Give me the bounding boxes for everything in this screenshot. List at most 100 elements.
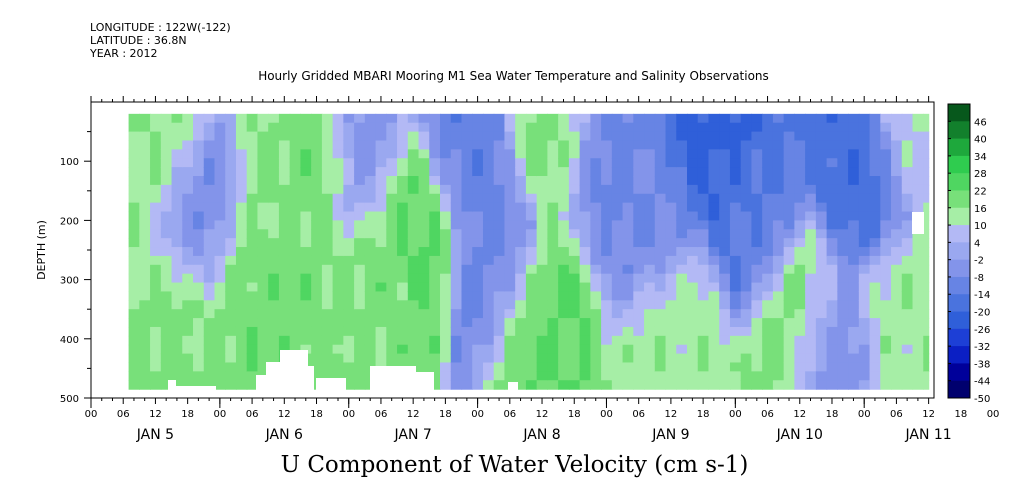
- heat-cell: [601, 371, 613, 381]
- heat-cell: [654, 131, 667, 142]
- heat-cell: [171, 291, 183, 301]
- heat-cell: [558, 184, 570, 195]
- heat-cell: [751, 273, 763, 284]
- heat-cell: [504, 255, 516, 266]
- heat-cell: [676, 291, 688, 301]
- heat-cell: [397, 140, 409, 150]
- heat-cell: [676, 140, 688, 150]
- heat-cell: [590, 291, 602, 301]
- heat-cell: [246, 220, 259, 230]
- heat-cell: [482, 309, 495, 319]
- heat-cell: [150, 220, 162, 230]
- heat-cell: [665, 247, 677, 257]
- heat-cell: [654, 220, 667, 230]
- heat-cell: [461, 131, 473, 142]
- heat-cell: [826, 193, 838, 204]
- heat-cell: [407, 264, 420, 275]
- heat-cell: [687, 184, 699, 195]
- heat-cell: [880, 326, 892, 337]
- heat-cell: [472, 247, 484, 257]
- x-hour-label: 00: [600, 409, 613, 420]
- heat-cell: [654, 229, 667, 239]
- heat-cell: [568, 300, 581, 310]
- heat-cell: [225, 282, 237, 293]
- heat-cell: [783, 122, 795, 133]
- heat-cell: [805, 202, 817, 213]
- heat-cell: [740, 371, 753, 381]
- heat-cell: [397, 184, 409, 195]
- heat-cell: [515, 353, 527, 364]
- heat-cell: [461, 202, 473, 213]
- heat-cell: [268, 220, 280, 230]
- heat-cell: [354, 193, 366, 204]
- heat-cell: [558, 167, 570, 177]
- colorbar-swatch: [948, 346, 970, 364]
- heat-cell: [246, 335, 259, 346]
- heat-cell: [418, 326, 430, 337]
- heat-cell: [805, 291, 817, 301]
- heat-cell: [321, 291, 334, 301]
- heat-cell: [676, 247, 688, 257]
- heat-cell: [193, 255, 205, 266]
- heat-cell: [386, 300, 398, 310]
- heat-cell: [364, 264, 377, 275]
- heat-cell: [160, 122, 173, 133]
- heat-cell: [278, 344, 291, 355]
- colorbar-swatch: [948, 155, 970, 174]
- heat-cell: [257, 131, 269, 142]
- heat-cell: [568, 309, 581, 319]
- heat-cell: [837, 202, 849, 213]
- colorbar-label: -2: [974, 256, 984, 267]
- heat-cell: [590, 273, 602, 284]
- heat-cell: [193, 140, 205, 150]
- heat-cell: [375, 229, 387, 239]
- heat-cell: [525, 344, 538, 355]
- heat-cell: [611, 326, 624, 337]
- heat-cell: [676, 202, 688, 213]
- heat-cell: [611, 371, 624, 381]
- heat-cell: [676, 184, 688, 195]
- heat-cell: [923, 273, 930, 284]
- heat-cell: [751, 380, 763, 390]
- heat-cell: [762, 193, 774, 204]
- heat-cell: [536, 211, 548, 221]
- heat-cell: [225, 220, 237, 230]
- heat-cell: [633, 273, 645, 284]
- colorbar-swatch: [948, 242, 970, 261]
- heat-cell: [160, 158, 173, 168]
- heat-cell: [837, 176, 849, 186]
- heat-cell: [901, 158, 914, 168]
- heat-cell: [418, 318, 430, 328]
- heat-cell: [579, 371, 591, 381]
- heat-cell: [375, 211, 387, 221]
- heat-cell: [579, 362, 591, 372]
- colorbar-swatch: [948, 276, 970, 295]
- heat-cell: [687, 300, 699, 310]
- heat-cell: [547, 184, 559, 195]
- heat-cell: [139, 131, 151, 142]
- x-hour-label: 12: [665, 409, 678, 420]
- heat-cell: [891, 344, 903, 355]
- heat-cell: [429, 220, 441, 230]
- heat-cell: [633, 122, 645, 133]
- heat-cell: [525, 282, 538, 293]
- heat-cell: [794, 167, 806, 177]
- heat-cell: [590, 122, 602, 133]
- heat-cell: [193, 300, 205, 310]
- heat-cell: [697, 131, 710, 142]
- heat-cell: [869, 149, 881, 159]
- heat-cell: [901, 149, 914, 159]
- heat-cell: [869, 176, 881, 186]
- heat-cell: [858, 380, 871, 390]
- heat-cell: [300, 158, 312, 168]
- heat-cell: [128, 149, 140, 159]
- heat-cell: [601, 202, 613, 213]
- heat-cell: [235, 122, 248, 133]
- heat-cell: [321, 202, 334, 213]
- heat-cell: [193, 167, 205, 177]
- heat-cell: [805, 353, 817, 364]
- x-hour-label: 00: [85, 409, 98, 420]
- heat-cell: [407, 149, 420, 159]
- heat-cell: [719, 318, 731, 328]
- heat-cell: [848, 380, 860, 390]
